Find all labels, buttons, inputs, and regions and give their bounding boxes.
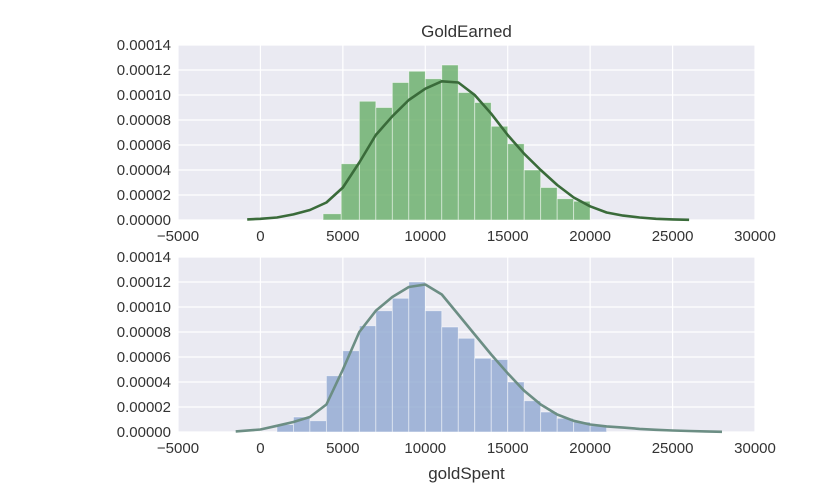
x-tick-label: 5000	[326, 440, 359, 457]
histogram-bar	[556, 198, 575, 221]
x-tick-label: 30000	[734, 440, 776, 457]
y-tick-label: 0.00008	[117, 112, 171, 129]
x-tick-label: 25000	[652, 440, 694, 457]
y-tick-label: 0.00012	[117, 274, 171, 291]
histogram-bar	[358, 325, 377, 433]
x-tick-label: 15000	[487, 440, 529, 457]
x-tick-label: 15000	[487, 228, 529, 245]
histogram-bar	[340, 163, 360, 221]
x-tick-label: 0	[256, 228, 264, 245]
histogram-bar	[474, 357, 492, 433]
histogram-bar	[424, 78, 443, 221]
x-tick-label: 20000	[569, 228, 611, 245]
y-tick-label: 0.00014	[117, 249, 171, 266]
kde-line	[247, 80, 690, 222]
y-tick-label: 0.00006	[117, 137, 171, 154]
x-tick-label: −5000	[157, 440, 199, 457]
histogram-bar	[474, 102, 492, 221]
y-tick-labels: 0.00000 0.00002 0.00004 0.00006 0.00008 0.000…	[117, 249, 171, 441]
x-axis-label: goldSpent	[428, 464, 505, 483]
histogram-bar	[457, 337, 476, 433]
histogram-bars	[276, 281, 608, 433]
histogram-bar	[391, 297, 410, 433]
x-tick-label: 20000	[569, 440, 611, 457]
x-tick-label: 10000	[404, 228, 446, 245]
histogram-bar	[322, 213, 342, 221]
y-tick-label: 0.00008	[117, 324, 171, 341]
histogram-bar	[540, 411, 558, 433]
y-tick-label: 0.00010	[117, 299, 171, 316]
y-tick-label: 0.00012	[117, 62, 171, 79]
histogram-bar	[441, 326, 459, 433]
x-tick-label: 10000	[404, 440, 446, 457]
x-tick-label: −5000	[157, 228, 199, 245]
histogram-bar	[507, 143, 525, 221]
histogram-bar	[523, 169, 542, 221]
histogram-bar	[540, 187, 558, 221]
y-tick-label: 0.00002	[117, 399, 171, 416]
histogram-bar	[408, 281, 426, 433]
y-tick-label: 0.00006	[117, 349, 171, 366]
y-tick-label: 0.00010	[117, 87, 171, 104]
gold-earned-panel: 0.00000 0.00002 0.00004 0.00006 0.00008 0.000…	[117, 22, 776, 245]
histogram-bar	[523, 400, 542, 433]
kde-line	[235, 283, 723, 434]
histogram-bars	[322, 64, 591, 221]
x-tick-labels: −5000 0 5000 10000 15000 20000 25000 30000	[157, 440, 776, 457]
y-tick-label: 0.00000	[117, 212, 171, 229]
histogram-bar	[441, 64, 459, 221]
gold-spent-panel: 0.00000 0.00002 0.00004 0.00006 0.00008 0.000…	[117, 249, 776, 483]
histogram-bar	[375, 310, 393, 433]
histogram-bar	[424, 310, 443, 433]
x-tick-labels: −5000 0 5000 10000 15000 20000 25000 30000	[157, 228, 776, 245]
x-tick-label: 0	[256, 440, 264, 457]
y-tick-label: 0.00004	[117, 162, 171, 179]
x-tick-label: 5000	[326, 228, 359, 245]
histogram-bar	[490, 125, 509, 221]
y-tick-label: 0.00000	[117, 424, 171, 441]
x-tick-label: 25000	[652, 228, 694, 245]
y-tick-label: 0.00014	[117, 37, 171, 54]
chart-title: GoldEarned	[421, 22, 512, 41]
histogram-bar	[457, 92, 476, 221]
y-tick-label: 0.00004	[117, 374, 171, 391]
histogram-bar	[309, 420, 327, 433]
y-tick-labels: 0.00000 0.00002 0.00004 0.00006 0.00008 0.000…	[117, 37, 171, 229]
y-tick-label: 0.00002	[117, 187, 171, 204]
x-tick-label: 30000	[734, 228, 776, 245]
